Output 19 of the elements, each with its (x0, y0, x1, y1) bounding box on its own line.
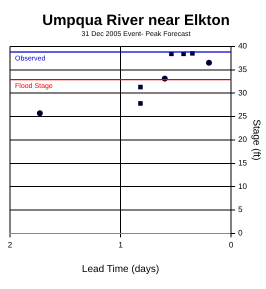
chart-title: Umpqua River near Elkton (42, 12, 230, 30)
x-tick-label: 1 (118, 240, 124, 250)
y-tick-label: 20 (238, 135, 248, 144)
y-tick-label: 15 (238, 158, 248, 168)
x-tick-label: 0 (228, 240, 234, 250)
y-tick-label: 10 (238, 182, 248, 191)
point (36, 110, 43, 116)
x-tick-label: 2 (8, 240, 13, 250)
y-tick-label: 35 (238, 64, 248, 74)
y-tick-label: 30 (238, 88, 248, 98)
y-tick-label: 40 (238, 42, 248, 51)
x-axis-title: Lead Time (days) (82, 264, 160, 275)
y-axis-title: Stage (ft) (250, 119, 262, 160)
y-tick-label: 0 (238, 228, 244, 238)
point (138, 101, 143, 106)
point (138, 84, 143, 90)
y-tick-label: 25 (238, 112, 248, 121)
y-tick-label: 5 (238, 205, 244, 214)
point (206, 60, 212, 66)
